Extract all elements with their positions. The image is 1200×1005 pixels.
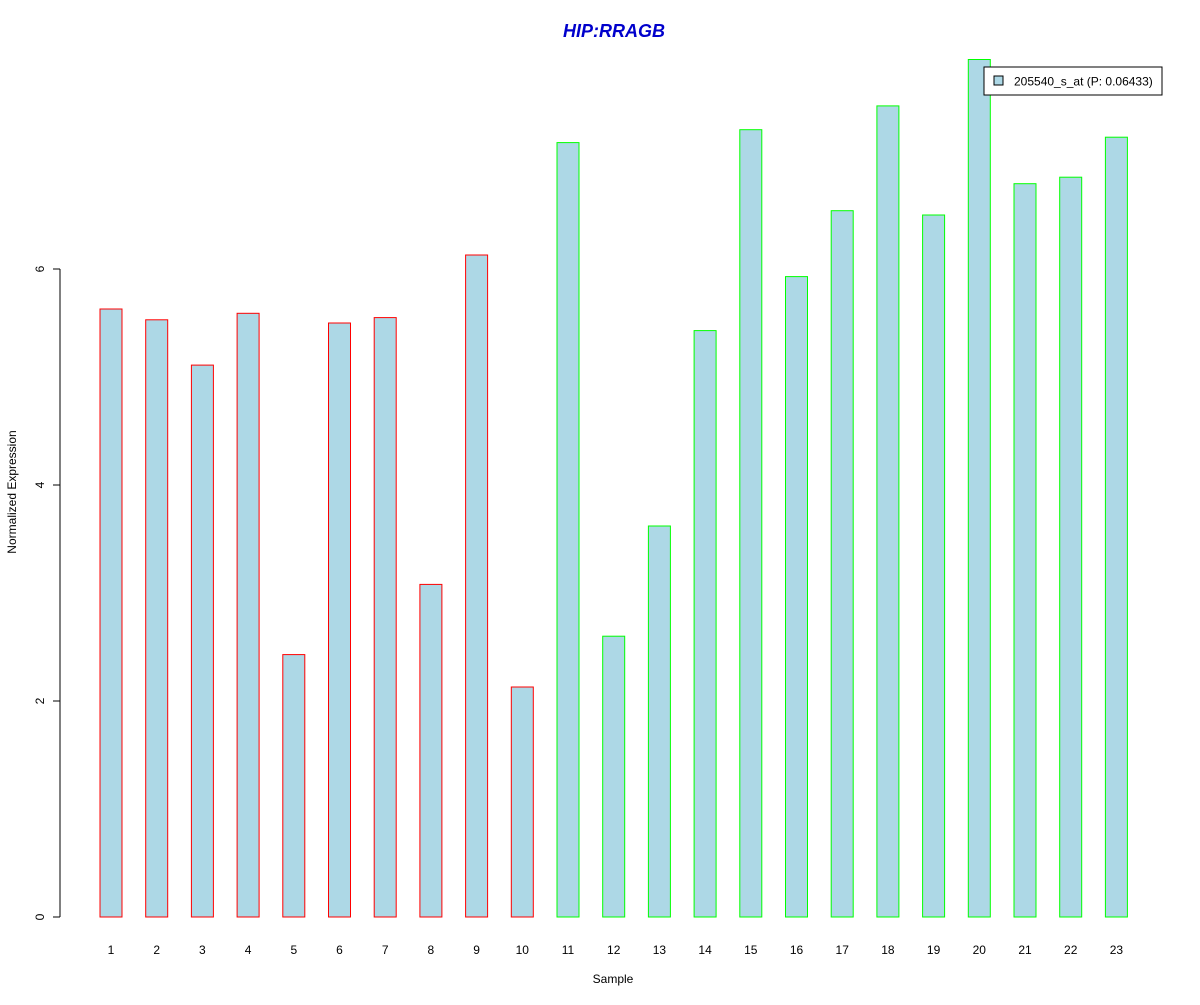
legend-swatch: [993, 75, 1004, 86]
bar: [465, 254, 489, 918]
bar: [328, 322, 351, 918]
x-axis-label: Sample: [593, 972, 634, 986]
x-tick-label: 5: [290, 943, 297, 957]
y-tick-label: 4: [33, 481, 47, 488]
legend-label: 205540_s_at (P: 0.06433): [1014, 75, 1153, 89]
x-tick-label: 22: [1064, 943, 1078, 957]
bar: [830, 210, 854, 918]
x-tick-label: 3: [199, 943, 206, 957]
x-tick-label: 10: [516, 943, 530, 957]
bar: [556, 142, 580, 918]
y-tick-label: 0: [33, 913, 47, 920]
bar: [739, 129, 763, 918]
bar: [647, 525, 671, 918]
x-tick-label: 2: [153, 943, 160, 957]
x-tick-label: 19: [927, 943, 941, 957]
x-tick-label: 9: [473, 943, 480, 957]
x-tick-label: 20: [973, 943, 987, 957]
y-tick-label: 6: [33, 265, 47, 272]
x-tick-labels: 1 2 3 4 5 6 7 8 9 10 11 12 13 14 15 16 17 18 19 20 21 22 23: [108, 943, 1124, 957]
bar: [190, 364, 214, 918]
y-axis: 0 2 4 6: [33, 265, 61, 920]
y-axis-label: Normalized Expression: [5, 430, 19, 553]
bar: [373, 317, 397, 918]
bar: [282, 654, 306, 918]
bar: [1104, 136, 1128, 918]
bar: [967, 59, 991, 918]
bar: [602, 635, 626, 918]
bar: [1013, 183, 1037, 918]
x-tick-label: 12: [607, 943, 621, 957]
bar: [922, 214, 946, 918]
x-tick-label: 6: [336, 943, 343, 957]
x-tick-label: 13: [653, 943, 667, 957]
x-tick-label: 17: [836, 943, 850, 957]
x-tick-label: 18: [881, 943, 895, 957]
x-tick-label: 8: [428, 943, 435, 957]
bar: [99, 308, 123, 918]
bar: [785, 276, 808, 918]
x-tick-label: 16: [790, 943, 804, 957]
chart-title: HIP:RRAGB: [563, 21, 665, 41]
bar: [1059, 176, 1083, 918]
y-tick-label: 2: [33, 697, 47, 704]
bars-group: [99, 59, 1128, 918]
bar: [145, 319, 169, 918]
x-tick-label: 21: [1018, 943, 1032, 957]
bar: [876, 105, 900, 918]
x-tick-label: 4: [245, 943, 252, 957]
x-tick-label: 1: [108, 943, 115, 957]
x-tick-label: 7: [382, 943, 389, 957]
legend-box: [983, 66, 1163, 96]
bar: [693, 330, 717, 918]
bar: [510, 686, 534, 918]
x-tick-label: 14: [698, 943, 712, 957]
bar: [236, 312, 260, 918]
x-tick-label: 15: [744, 943, 758, 957]
x-tick-label: 11: [562, 943, 575, 957]
bar: [419, 583, 443, 918]
legend: 205540_s_at (P: 0.06433): [983, 66, 1163, 96]
x-tick-label: 23: [1110, 943, 1124, 957]
